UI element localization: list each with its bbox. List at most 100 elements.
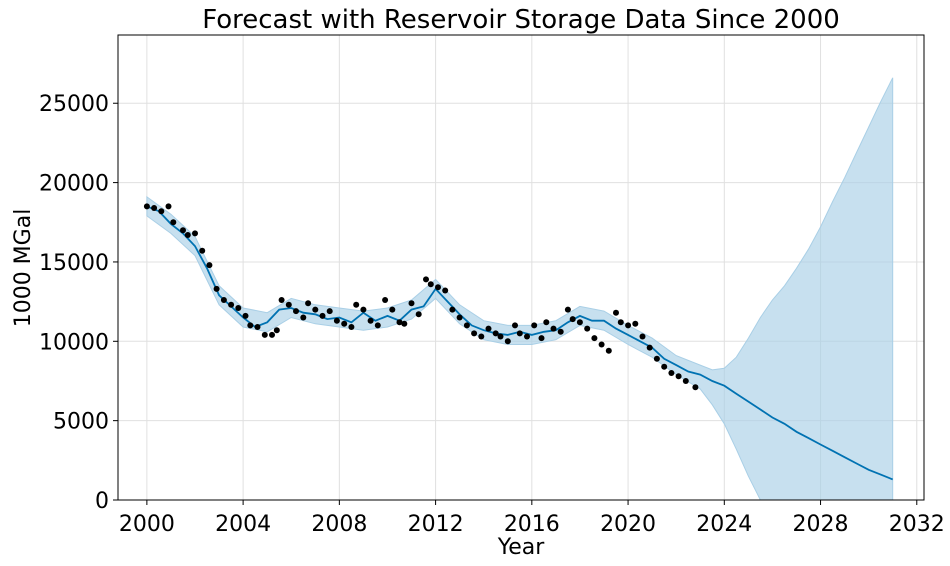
observed-point — [625, 322, 632, 329]
x-tick-label: 2016 — [504, 512, 560, 537]
observed-point — [576, 319, 583, 326]
observed-point — [341, 320, 348, 327]
observed-point — [273, 327, 280, 334]
observed-point — [538, 335, 545, 342]
observed-point — [497, 333, 504, 340]
y-tick-label: 25000 — [39, 92, 109, 117]
x-tick-label: 2024 — [696, 512, 752, 537]
observed-point — [613, 309, 619, 316]
x-tick-labels: 2000 2004 2008 2012 2016 2020 2024 2028 2032 — [119, 500, 945, 537]
observed-point — [435, 284, 441, 291]
observed-point — [423, 276, 429, 283]
y-tick-labels: 0 5000 10000 15000 20000 25000 — [39, 92, 118, 514]
observed-point — [199, 247, 206, 254]
observed-point — [463, 322, 470, 329]
y-tick-label: 20000 — [39, 172, 109, 197]
observed-point — [278, 297, 285, 303]
observed-point — [524, 333, 530, 340]
observed-point — [661, 363, 668, 370]
y-tick-label: 10000 — [39, 330, 109, 355]
y-axis-title: 1000 MGal — [11, 209, 36, 328]
observed-point — [305, 300, 312, 307]
observed-point — [367, 317, 374, 324]
observed-point — [550, 325, 557, 332]
observed-point — [360, 306, 367, 313]
y-tick-label: 15000 — [39, 251, 109, 276]
observed-point — [675, 373, 682, 380]
observed-point — [668, 370, 675, 376]
observed-point — [682, 378, 689, 384]
observed-point — [261, 331, 268, 338]
y-tick-label: 0 — [95, 489, 109, 514]
x-axis-title: Year — [497, 535, 546, 560]
observed-point — [584, 325, 591, 332]
observed-point — [415, 311, 422, 318]
observed-point — [228, 301, 235, 308]
observed-point — [564, 306, 571, 313]
observed-point — [653, 355, 660, 362]
observed-point — [300, 314, 307, 321]
observed-point — [242, 312, 249, 319]
observed-point — [449, 306, 456, 313]
x-tick-label: 2004 — [215, 512, 271, 537]
observed-point — [598, 341, 605, 348]
observed-points-layer — [143, 203, 699, 391]
confidence-band-layer — [146, 77, 894, 501]
plot-frame — [117, 34, 925, 501]
observed-point — [646, 344, 653, 351]
observed-point — [353, 301, 360, 308]
observed-point — [401, 320, 408, 327]
observed-point — [333, 317, 340, 324]
x-tick-label: 2020 — [600, 512, 656, 537]
observed-point — [632, 320, 639, 327]
observed-point — [326, 308, 333, 315]
x-tick-label: 2012 — [408, 512, 464, 537]
observed-point — [557, 328, 564, 335]
observed-point — [247, 322, 254, 329]
observed-point — [408, 300, 415, 307]
x-tick-label: 2032 — [889, 512, 945, 537]
observed-point — [213, 285, 220, 292]
observed-point — [591, 335, 598, 342]
x-tick-label: 2000 — [119, 512, 175, 537]
observed-point — [504, 338, 511, 345]
uncertainty-band — [146, 77, 894, 501]
observed-point — [478, 333, 485, 340]
observed-point — [639, 333, 646, 340]
chart-title: Forecast with Reservoir Storage Data Sin… — [202, 5, 840, 35]
observed-point — [184, 232, 191, 238]
observed-point — [220, 297, 227, 303]
y-tick-label: 5000 — [53, 410, 109, 435]
observed-point — [235, 305, 242, 311]
observed-point — [285, 301, 292, 308]
observed-point — [485, 325, 492, 332]
observed-point — [312, 306, 319, 313]
observed-point — [374, 322, 381, 329]
observed-point — [396, 319, 403, 326]
observed-point — [348, 324, 355, 330]
observed-point — [531, 322, 538, 329]
observed-point — [389, 306, 396, 313]
x-tick-label: 2008 — [311, 512, 367, 537]
observed-point — [569, 316, 576, 323]
observed-point — [471, 330, 478, 337]
observed-point — [158, 208, 165, 215]
observed-point — [254, 324, 261, 330]
observed-point — [512, 322, 518, 329]
observed-point — [319, 312, 326, 319]
observed-point — [456, 314, 463, 321]
observed-point — [293, 308, 299, 315]
observed-point — [543, 319, 550, 326]
observed-point — [165, 203, 172, 210]
observed-point — [442, 287, 449, 294]
observed-point — [427, 281, 434, 288]
observed-point — [605, 347, 612, 354]
observed-point — [180, 227, 186, 234]
observed-point — [151, 205, 158, 211]
observed-point — [617, 319, 624, 326]
observed-point — [206, 262, 213, 269]
observed-point — [382, 297, 389, 303]
observed-point — [170, 219, 177, 226]
observed-point — [516, 330, 523, 337]
